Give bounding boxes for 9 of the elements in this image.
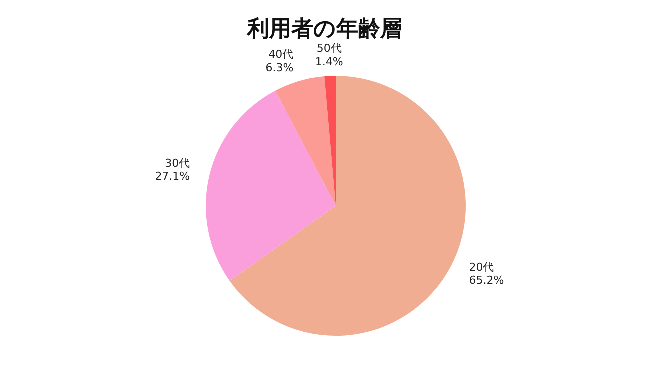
data-label: 65.2% [469, 274, 504, 288]
slice-label: 50代 [316, 42, 342, 56]
data-label: 1.4% [315, 55, 344, 68]
data-label: 6.3% [266, 61, 294, 74]
data-label: 27.1% [155, 170, 190, 184]
slice-label: 20代 [469, 260, 494, 274]
slice-label: 30代 [165, 156, 190, 170]
slice-label: 40代 [268, 48, 294, 62]
chart-title: 利用者の年齢層 [246, 17, 402, 42]
